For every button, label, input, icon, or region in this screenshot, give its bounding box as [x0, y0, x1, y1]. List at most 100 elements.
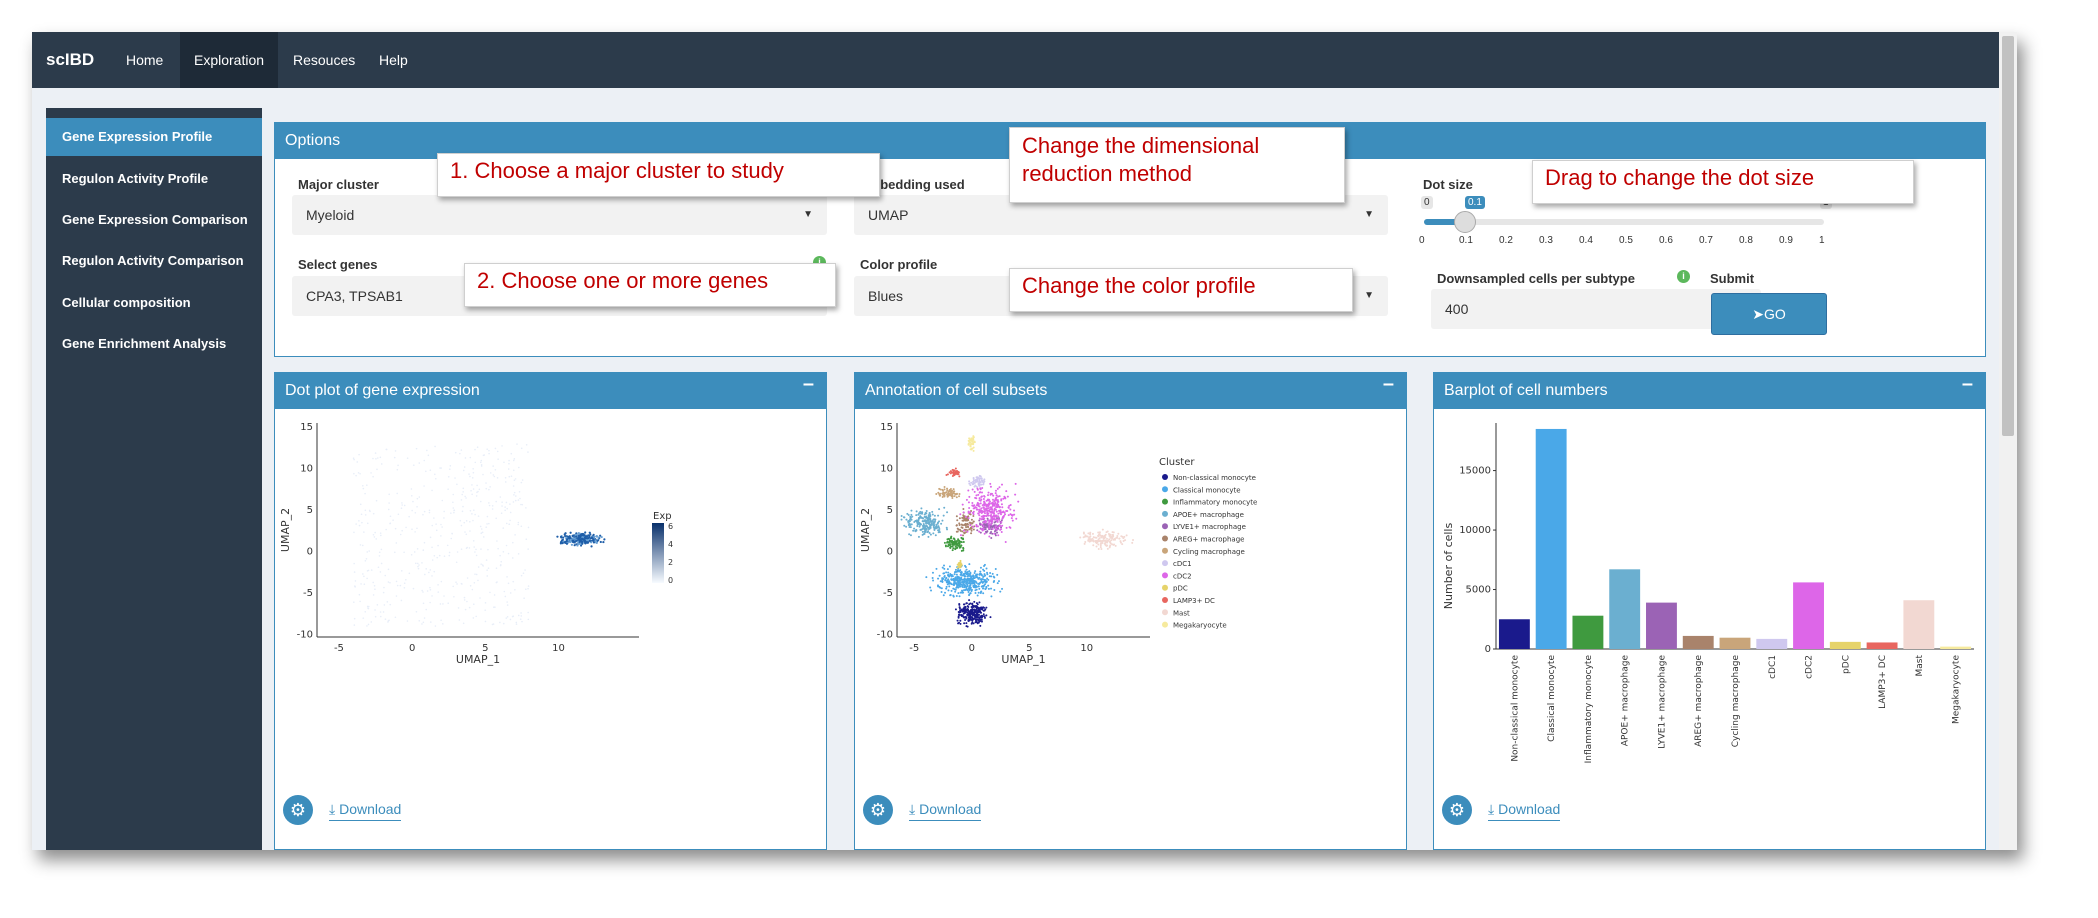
dot-size-slider-track[interactable] [1424, 219, 1824, 225]
umap-dot-non-classical-monocyte [981, 615, 984, 618]
embedding-label: Embedding used [860, 177, 965, 192]
scrollbar-thumb[interactable] [2002, 36, 2014, 436]
umap-dot-bg [417, 565, 419, 568]
umap-dot-classical-monocyte [968, 593, 971, 596]
umap-dot-bg [517, 614, 520, 617]
umap-dot-bg [428, 571, 430, 574]
collapse-icon[interactable]: – [1382, 373, 1394, 395]
umap-dot-bg [448, 551, 451, 554]
umap-dot-bg [513, 479, 516, 481]
umap-dot-non-classical-monocyte [976, 610, 979, 613]
umap-dot-cdc2 [1002, 514, 1005, 517]
callout-major-cluster: 1. Choose a major cluster to study [437, 153, 880, 197]
umap-dot-bg [507, 582, 510, 585]
umap-dot-bg [399, 533, 402, 536]
umap-dot-cdc2 [983, 504, 986, 507]
collapse-icon[interactable]: – [802, 373, 814, 395]
umap-dot-bg [471, 493, 473, 496]
umap-dot-bg [421, 589, 423, 592]
gear-icon[interactable]: ⚙ [283, 795, 313, 825]
nav-exploration[interactable]: Exploration [180, 32, 279, 88]
cluster-legend-swatch [1162, 498, 1168, 505]
umap-dot-cdc2 [1000, 503, 1003, 506]
download-button[interactable]: ⤓ Download [329, 801, 402, 821]
sidebar-item-cellular-composition[interactable]: Cellular composition [62, 295, 191, 310]
umap-dot-classical-monocyte [983, 580, 986, 583]
umap-dot-cdc2 [978, 514, 981, 517]
umap-dot-classical-monocyte [946, 568, 949, 571]
umap-dot-cdc2 [966, 530, 969, 533]
cluster-legend-swatch [1162, 584, 1168, 591]
umap-dot-bg [441, 526, 443, 528]
umap-dot-apoe-macrophage [942, 514, 945, 517]
umap-dot-cycling-macrophage [943, 491, 946, 494]
download-button[interactable]: ⤓ Download [1488, 801, 1561, 821]
umap-dot-bg [372, 594, 375, 596]
umap-dot-cdc2 [983, 512, 986, 515]
sidebar-item-gene-expression-profile[interactable]: Gene Expression Profile [46, 118, 262, 156]
umap-dot-bg [458, 619, 461, 621]
umap-dot-mast [1091, 537, 1094, 540]
umap-dot-non-classical-monocyte [968, 614, 971, 617]
umap-dot-classical-monocyte [941, 577, 944, 580]
umap-dot-expr [582, 538, 585, 541]
umap-dot-cdc2 [972, 513, 975, 516]
umap-dot-apoe-macrophage [934, 534, 937, 537]
umap-dot-bg [454, 451, 457, 454]
dot-size-slider-handle[interactable] [1454, 211, 1476, 233]
umap-dot-classical-monocyte [983, 565, 986, 568]
gear-icon[interactable]: ⚙ [863, 795, 893, 825]
collapse-icon[interactable]: – [1961, 373, 1973, 395]
x-tick-label: LYVE1+ macrophage [1657, 655, 1667, 749]
major-cluster-select[interactable]: Myeloid ▼ [292, 195, 827, 235]
download-button[interactable]: ⤓ Download [909, 801, 982, 821]
umap-dot-bg [496, 450, 499, 453]
scrollbar[interactable] [1999, 32, 2017, 850]
nav-help[interactable]: Help [379, 52, 408, 68]
umap-dot-bg [359, 600, 361, 603]
gear-icon[interactable]: ⚙ [1442, 795, 1472, 825]
umap-dot-inflammatory-monocyte [958, 542, 961, 545]
sidebar-item-gene-expression-comparison[interactable]: Gene Expression Comparison [62, 212, 248, 227]
umap-dot-non-classical-monocyte [975, 608, 978, 611]
umap-dot-classical-monocyte [953, 573, 956, 576]
umap-dot-bg [506, 601, 508, 603]
umap-dot-lamp3-dc [957, 473, 960, 476]
umap-dot-mast [1087, 538, 1090, 541]
sidebar-item-regulon-activity-comparison[interactable]: Regulon Activity Comparison [62, 253, 244, 268]
umap-dot-lamp3-dc [957, 471, 960, 474]
umap-dot-bg [500, 512, 503, 515]
umap-dot-bg [466, 600, 468, 603]
nav-home[interactable]: Home [126, 52, 164, 68]
umap-dot-apoe-macrophage [934, 518, 937, 521]
umap-dot-cycling-macrophage [943, 495, 946, 498]
umap-dot-bg [504, 595, 507, 598]
sidebar-item-regulon-activity-profile[interactable]: Regulon Activity Profile [62, 171, 209, 186]
umap-dot-bg [452, 501, 454, 504]
umap-dot-cdc2 [1014, 493, 1017, 496]
downsampled-select[interactable]: 400 ▼ [1431, 289, 1761, 329]
sidebar-item-gene-enrichment-analysis[interactable]: Gene Enrichment Analysis [62, 336, 227, 351]
umap-dot-bg [520, 574, 523, 577]
umap-dot-lyve1-macrophage [990, 537, 993, 540]
umap-dot-cdc1 [980, 477, 983, 480]
go-button[interactable]: ➤GO [1711, 293, 1827, 335]
umap-dot-classical-monocyte [961, 590, 964, 593]
umap-dot-expr [581, 542, 584, 545]
info-icon[interactable]: i [1677, 270, 1690, 283]
umap-dot-classical-monocyte [994, 567, 997, 570]
umap-dot-classical-monocyte [969, 572, 972, 575]
umap-dot-apoe-macrophage [908, 533, 911, 536]
umap-dot-expr [586, 535, 589, 538]
umap-dot-apoe-macrophage [915, 520, 918, 523]
nav-resources[interactable]: Resouces [293, 52, 356, 68]
umap-dot-bg [387, 621, 389, 623]
umap-dot-classical-monocyte [945, 571, 948, 574]
brand-logo[interactable]: scIBD [46, 50, 95, 69]
umap-dot-bg [501, 505, 503, 507]
umap-dot-cdc1 [975, 485, 978, 488]
umap-dot-bg [353, 571, 356, 573]
umap-dot-inflammatory-monocyte [955, 543, 958, 546]
umap-dot-bg [418, 496, 421, 498]
umap-dot-mast [1092, 544, 1095, 547]
